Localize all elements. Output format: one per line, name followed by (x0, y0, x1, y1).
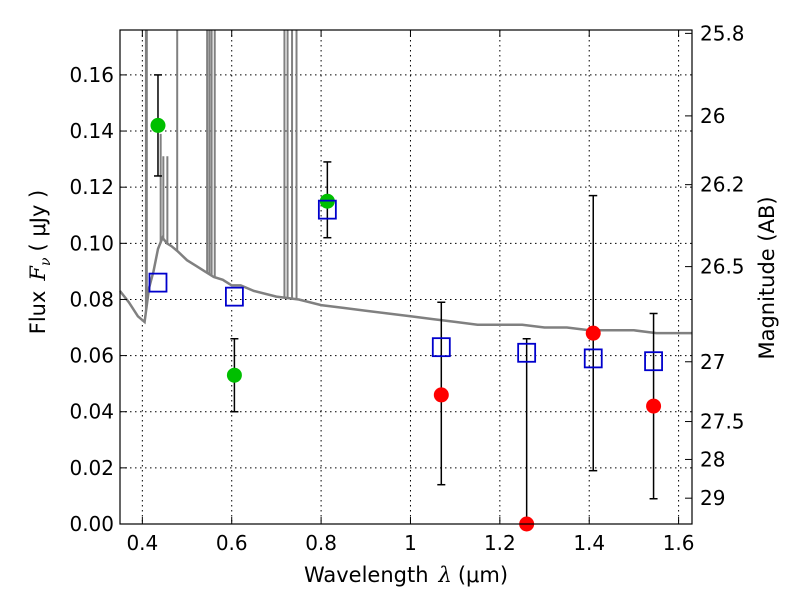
x-tick-label: 0.6 (216, 531, 248, 555)
y2-axis-label: Magnitude (AB) (755, 196, 779, 359)
photometry-series (148, 74, 663, 532)
model-point-square (148, 272, 168, 293)
y-tick-label: 0.02 (69, 456, 114, 480)
data-point-circle (226, 367, 242, 383)
y2-tick-label: 28 (700, 447, 725, 471)
y-tick-label: 0.06 (69, 344, 114, 368)
x-tick-label: 1.4 (573, 531, 605, 555)
axis-ticks: 0.4 0.6 0.8 1 1.2 1.4 1.6 0.00 0.02 0.04 0.06 0.08 0… (69, 21, 744, 555)
y2-tick-label: 26.2 (700, 173, 745, 197)
x-axis-label: Wavelength λ (μm) (304, 563, 508, 587)
model-point-square (517, 342, 537, 363)
data-point-circle (585, 325, 601, 341)
plot-frame (119, 29, 693, 525)
data-point-circle (646, 398, 662, 414)
model-point-square (431, 337, 451, 358)
y2-tick-label: 25.8 (700, 21, 745, 45)
y2-tick-label: 27.5 (700, 410, 745, 434)
data-point-circle (150, 117, 166, 133)
y2-tick-label: 29 (700, 486, 725, 510)
y2-tick-label: 26.5 (700, 255, 745, 279)
x-tick-label: 0.4 (126, 531, 158, 555)
model-point-square (644, 351, 663, 372)
y-tick-label: 0.16 (69, 63, 114, 87)
x-tick-label: 1.6 (663, 531, 695, 555)
x-tick-label: 1 (404, 531, 417, 555)
y-axis-label: FluxFν( μJy ) (26, 190, 54, 334)
y2-tick-label: 26 (700, 104, 725, 128)
model-point-square (317, 199, 337, 220)
spectrum-continuum (119, 235, 692, 335)
data-point-circle (433, 387, 449, 403)
y-tick-label: 0.14 (69, 119, 114, 143)
y-tick-label: 0.12 (69, 175, 114, 199)
x-tick-label: 0.8 (305, 531, 337, 555)
y-tick-label: 0.08 (69, 287, 114, 311)
grid (120, 30, 692, 525)
y2-tick-label: 27 (700, 350, 725, 374)
y-tick-label: 0.04 (69, 400, 114, 424)
model-spectrum (119, 30, 692, 335)
x-tick-label: 1.2 (484, 531, 516, 555)
y-tick-label: 0.00 (69, 512, 114, 536)
model-point-square (224, 286, 244, 307)
model-point-square (583, 348, 603, 369)
y-tick-label: 0.10 (69, 231, 114, 255)
